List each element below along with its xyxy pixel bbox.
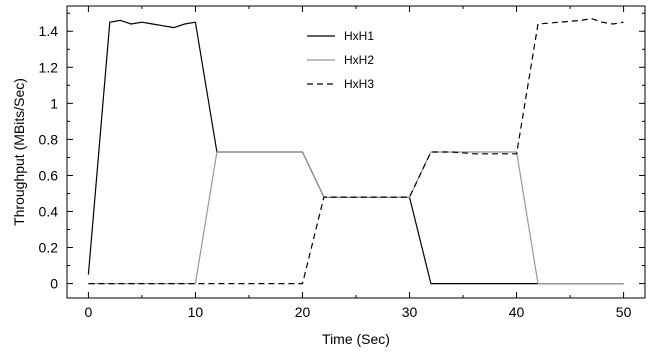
y-tick-label: 0 (50, 276, 58, 292)
y-tick-label: 0.2 (39, 240, 59, 256)
series-lines (87, 18, 624, 285)
legend-label-hxh1: HxH1 (344, 29, 374, 43)
series-line-hxh2 (88, 151, 624, 285)
legend-label-hxh3: HxH3 (344, 77, 374, 91)
legend: HxH1 HxH2 HxH3 (307, 29, 374, 91)
x-tick-label: 10 (188, 304, 204, 320)
x-tick-label: 0 (85, 304, 93, 320)
y-tick-label: 0.4 (39, 203, 59, 219)
legend-label-hxh2: HxH2 (344, 53, 374, 67)
x-axis-label: Time (Sec) (322, 331, 390, 347)
y-tick-label: 0.6 (39, 167, 59, 183)
x-tick-label: 30 (402, 304, 418, 320)
plot-frame (66, 5, 646, 299)
tick-labels: 0 10 20 30 40 50 0 0.2 0.4 0.6 0.8 1 1.2 1.4 (39, 23, 632, 320)
series-line-hxh3 (88, 18, 624, 285)
y-tick-label: 0.8 (39, 131, 59, 147)
x-tick-label: 40 (509, 304, 525, 320)
y-tick-label: 1.2 (39, 59, 59, 75)
y-tick-label: 1.4 (39, 23, 59, 39)
y-tick-label: 1 (50, 95, 58, 111)
x-tick-label: 20 (295, 304, 311, 320)
x-tick-label: 50 (616, 304, 632, 320)
y-axis-label: Throughput (MBits/Sec) (11, 78, 27, 226)
tick-marks (67, 6, 645, 298)
